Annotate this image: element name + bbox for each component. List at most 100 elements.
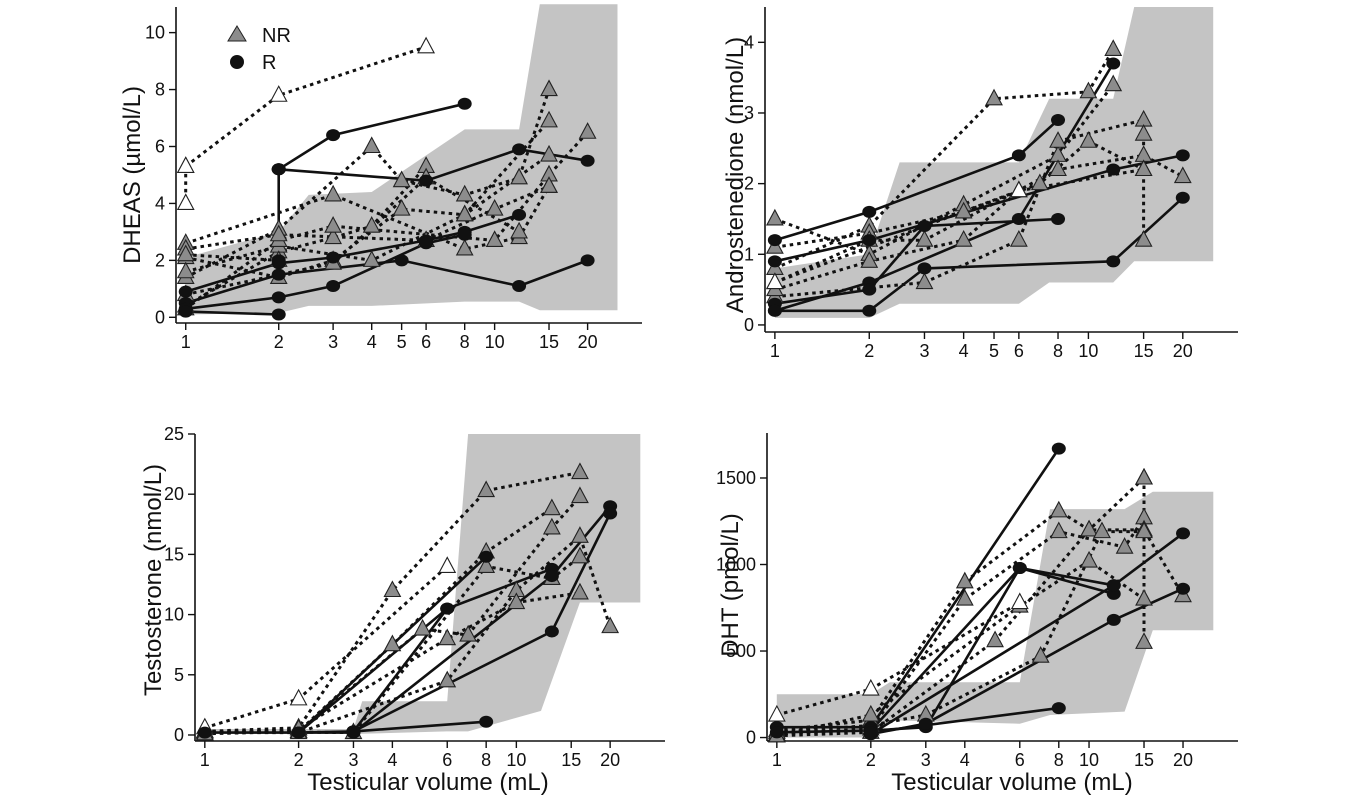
androstenedione-nr-point: [1104, 74, 1123, 92]
androstenedione-y-tick-label: 2: [744, 174, 754, 194]
testosterone-nr-point: [601, 616, 620, 634]
dheas-x-tick-label: 2: [274, 332, 284, 352]
testosterone-y-tick-label: 10: [164, 605, 184, 625]
testosterone-x-tick-label: 20: [600, 750, 620, 770]
dheas-nr-point: [362, 136, 381, 154]
androstenedione-r-point: [862, 205, 877, 218]
testosterone-nr-point: [383, 634, 402, 652]
dht-nr-point: [767, 704, 786, 722]
dheas-y-tick-label: 8: [155, 80, 165, 100]
androstenedione-nr-point: [1134, 124, 1153, 141]
dheas-r-point: [419, 237, 434, 250]
dheas-nr-point: [176, 156, 195, 173]
androstenedione-nr-point: [915, 229, 934, 247]
testosterone-nr-point: [507, 592, 526, 610]
androstenedione-r-series-line: [774, 217, 1059, 305]
testosterone-nr-point: [542, 517, 561, 535]
androstenedione-nr-point: [1009, 229, 1028, 247]
dht-r-point: [1012, 561, 1027, 574]
dheas-r-series-line: [185, 310, 279, 316]
androstenedione-x-tick-label: 15: [1134, 341, 1154, 361]
testosterone-x-axis-label: Testicular volume (mL): [307, 769, 548, 796]
dheas-r-point: [580, 254, 595, 267]
androstenedione-r-point: [1051, 114, 1066, 127]
testosterone-nr-point: [477, 556, 496, 573]
dheas-r-point: [326, 279, 341, 292]
dht-y-tick-label: 0: [746, 728, 756, 748]
dheas-nr-point: [540, 176, 558, 193]
dht-x-axis-label: Testicular volume (mL): [891, 769, 1132, 796]
legend-nr-label: NR: [262, 25, 291, 47]
dheas-y-tick-label: 2: [155, 250, 165, 270]
testosterone-nr-point: [438, 628, 457, 646]
dheas-r-point: [512, 208, 527, 221]
dht-nr-point: [1115, 537, 1134, 554]
dht-r-point: [1051, 442, 1066, 455]
dht-nr-point: [1010, 592, 1029, 610]
dht-nr-point: [955, 588, 974, 606]
dheas-nr-point: [269, 224, 288, 242]
dht-r-point: [1106, 587, 1121, 600]
legend-r-circle-icon: [230, 55, 244, 69]
dheas-x-tick-label: 8: [460, 332, 470, 352]
androstenedione-nr-point: [985, 88, 1003, 106]
dheas-nr-point: [540, 110, 558, 128]
dht-nr-point: [1049, 521, 1068, 539]
androstenedione-nr-point: [1030, 173, 1049, 191]
dht-x-tick-label: 2: [866, 750, 876, 770]
dht-r-point: [769, 726, 784, 739]
dheas-r-point: [457, 228, 472, 241]
testosterone-r-series-line: [352, 607, 449, 733]
androstenedione-nr-point: [765, 272, 784, 290]
testosterone-r-point: [440, 602, 455, 615]
testosterone-x-tick-label: 10: [506, 750, 526, 770]
dheas-x-tick-label: 15: [539, 332, 559, 352]
dheas-nr-point: [578, 122, 597, 139]
androstenedione-x-tick-label: 6: [1014, 341, 1024, 361]
androstenedione-nr-point: [1079, 131, 1098, 148]
dheas-r-point: [271, 257, 286, 270]
dht-y-axis-label: DHT (pmol/L): [717, 513, 744, 657]
testosterone-x-tick-label: 8: [481, 750, 491, 770]
dheas-nr-point: [485, 230, 504, 247]
androstenedione-r-point: [862, 304, 877, 317]
androstenedione-x-tick-label: 1: [770, 341, 780, 361]
dheas-nr-point: [392, 198, 411, 216]
dheas-nr-point: [324, 184, 343, 202]
dheas-y-tick-label: 6: [155, 136, 165, 156]
dht-nr-point: [1135, 588, 1153, 606]
androstenedione-nr-series-line: [774, 189, 1020, 284]
dht-r-point: [1176, 582, 1191, 595]
dht-y-tick-label: 500: [726, 641, 756, 661]
testosterone-nr-point: [438, 556, 457, 573]
androstenedione-r-point: [1106, 57, 1121, 70]
testosterone-plot-area: 0 5 10 15 20 25 1 2 3 4 6 8 10 15 20: [164, 424, 665, 770]
testosterone-x-tick-label: 4: [387, 750, 397, 770]
dheas-r-point: [394, 254, 409, 267]
androstenedione-r-point: [767, 234, 782, 247]
testosterone-nr-series-line: [204, 591, 581, 736]
androstenedione-nr-point: [1104, 39, 1123, 56]
dheas-y-tick-label: 10: [145, 23, 165, 43]
testosterone-reference-band: [204, 434, 641, 734]
dht-r-point: [863, 726, 878, 739]
testosterone-r-point: [544, 570, 559, 583]
androstenedione-x-tick-label: 2: [864, 341, 874, 361]
testosterone-nr-point: [459, 624, 478, 642]
dheas-nr-point: [176, 244, 195, 262]
dheas-x-tick-label: 1: [181, 332, 191, 352]
dht-x-tick-label: 6: [1015, 750, 1025, 770]
androstenedione-r-point: [917, 262, 932, 275]
androstenedione-nr-point: [1134, 159, 1153, 177]
panel-testosterone: Testosterone (nmol/L) Testicular volume …: [140, 464, 549, 796]
androstenedione-nr-point: [1009, 180, 1028, 198]
dheas-y-tick-label: 0: [155, 307, 165, 327]
dht-y-tick-label: 1500: [716, 468, 756, 488]
androstenedione-nr-point: [954, 201, 973, 219]
androstenedione-r-point: [862, 283, 877, 296]
androstenedione-x-tick-label: 4: [959, 341, 969, 361]
dheas-nr-point: [417, 36, 436, 54]
